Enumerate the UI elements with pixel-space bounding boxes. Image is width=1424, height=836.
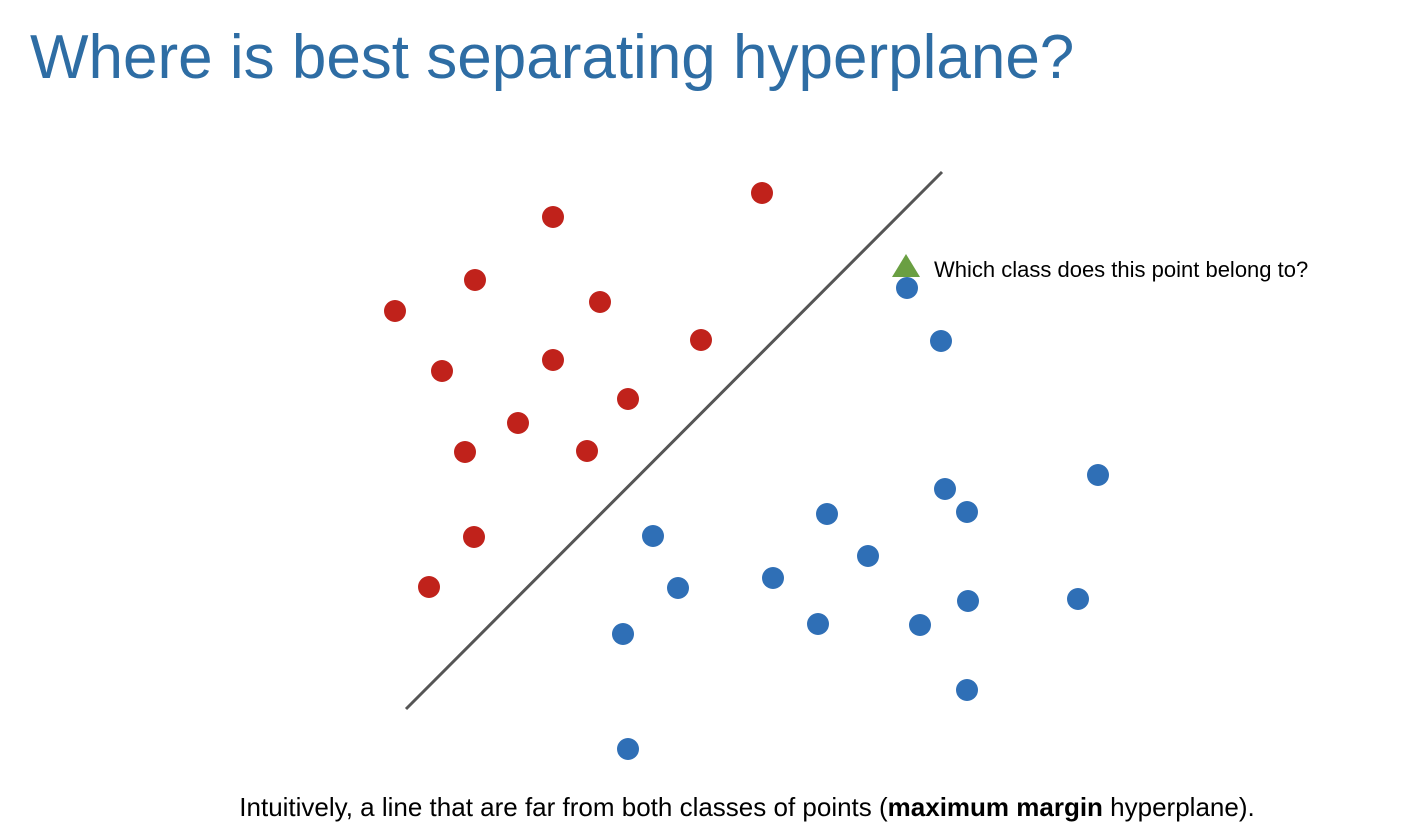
slide-title: Where is best separating hyperplane? bbox=[30, 23, 1075, 92]
blue-class-point bbox=[1067, 588, 1089, 610]
red-class-point bbox=[431, 360, 453, 382]
red-class-point bbox=[464, 269, 486, 291]
red-class-point bbox=[542, 206, 564, 228]
red-class-point bbox=[454, 441, 476, 463]
query-point-triangle-icon bbox=[892, 254, 920, 277]
red-class-point bbox=[751, 182, 773, 204]
blue-class-point bbox=[807, 613, 829, 635]
blue-class-point bbox=[642, 525, 664, 547]
red-class-point bbox=[617, 388, 639, 410]
blue-class-points bbox=[612, 277, 1109, 760]
blue-class-point bbox=[1087, 464, 1109, 486]
blue-class-point bbox=[957, 590, 979, 612]
red-class-point bbox=[576, 440, 598, 462]
blue-class-point bbox=[857, 545, 879, 567]
red-class-point bbox=[463, 526, 485, 548]
red-class-point bbox=[690, 329, 712, 351]
caption-text-start: Intuitively, a line that are far from bo… bbox=[239, 792, 888, 822]
blue-class-point bbox=[956, 501, 978, 523]
blue-class-point bbox=[909, 614, 931, 636]
blue-class-point bbox=[617, 738, 639, 760]
blue-class-point bbox=[930, 330, 952, 352]
red-class-points bbox=[384, 182, 773, 598]
blue-class-point bbox=[816, 503, 838, 525]
query-point-annotation: Which class does this point belong to? bbox=[934, 257, 1309, 282]
blue-class-point bbox=[667, 577, 689, 599]
blue-class-point bbox=[934, 478, 956, 500]
blue-class-point bbox=[762, 567, 784, 589]
caption: Intuitively, a line that are far from bo… bbox=[0, 790, 1424, 824]
blue-class-point bbox=[956, 679, 978, 701]
caption-text-end: hyperplane). bbox=[1102, 792, 1255, 822]
blue-class-point bbox=[896, 277, 918, 299]
blue-class-point bbox=[612, 623, 634, 645]
separating-hyperplane-line bbox=[404, 170, 944, 711]
red-class-point bbox=[384, 300, 406, 322]
red-class-point bbox=[418, 576, 440, 598]
red-class-point bbox=[542, 349, 564, 371]
red-class-point bbox=[507, 412, 529, 434]
caption-bold-text: maximum margin bbox=[887, 792, 1103, 822]
red-class-point bbox=[589, 291, 611, 313]
